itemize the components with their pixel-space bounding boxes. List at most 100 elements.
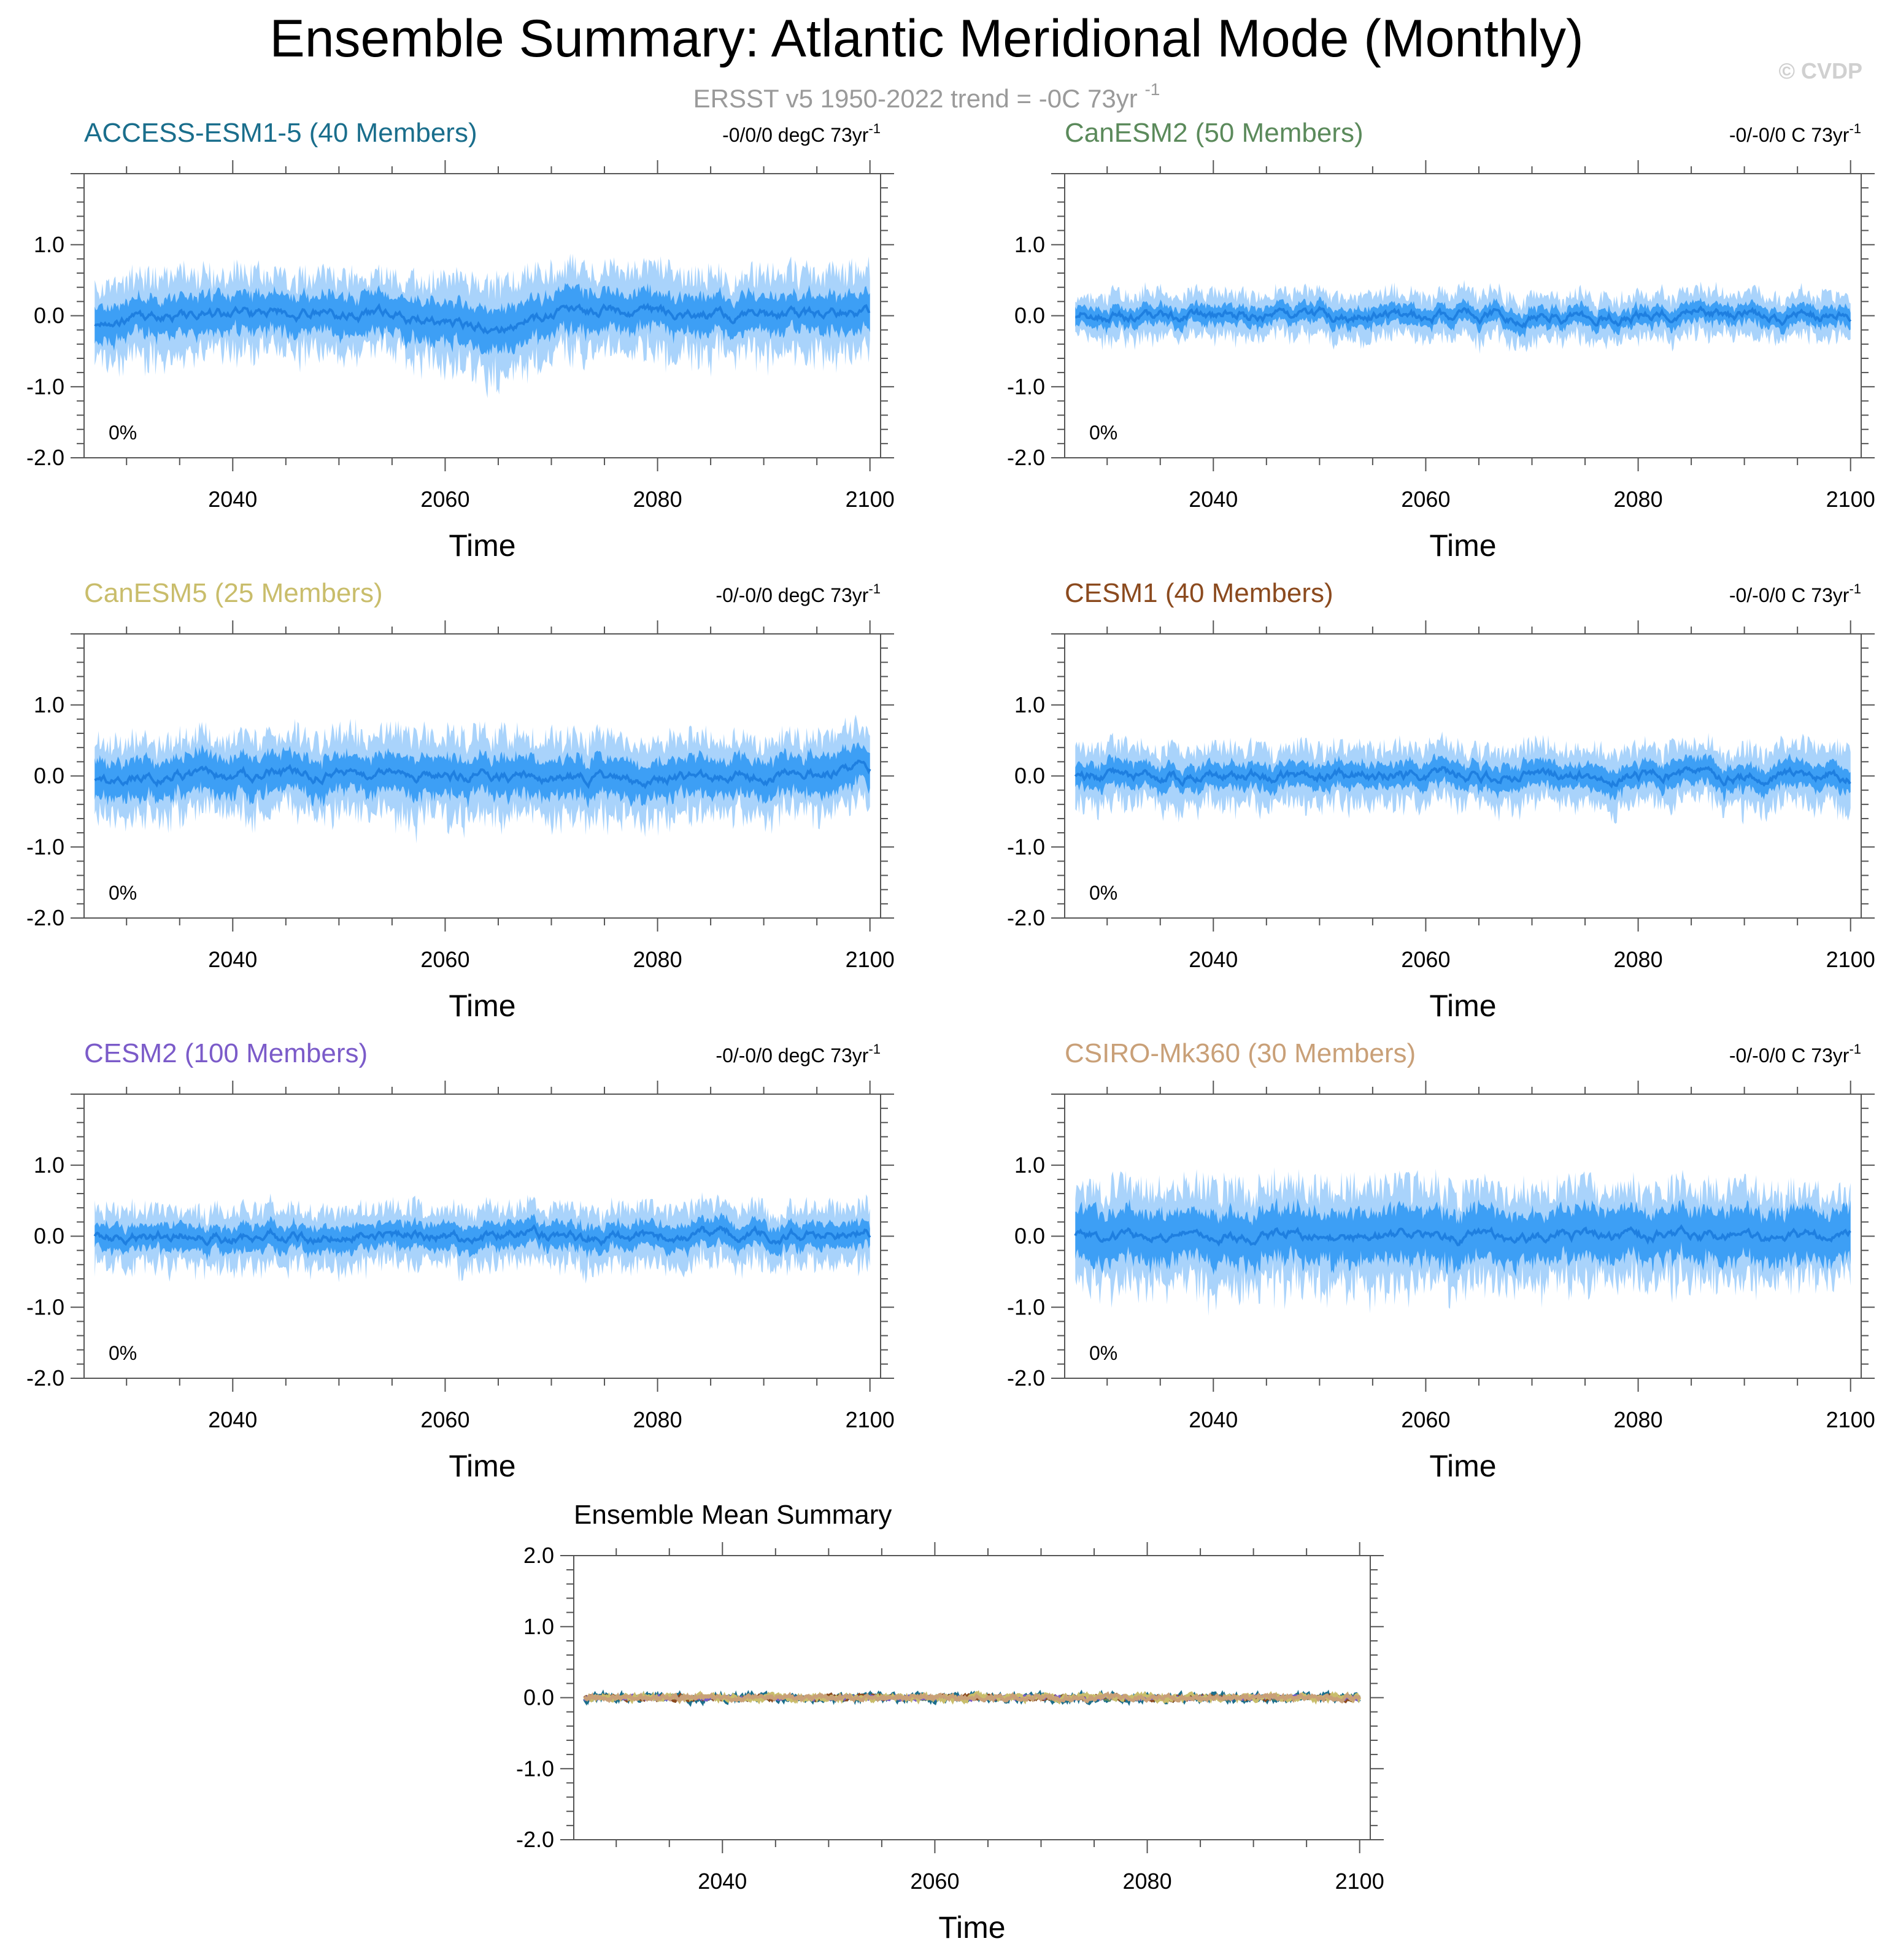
y-tick-label: -2.0	[1007, 905, 1045, 930]
x-tick-label: 2100	[1826, 487, 1875, 512]
x-axis-label: Time	[1429, 528, 1496, 563]
y-tick-label: -2.0	[1007, 1365, 1045, 1391]
y-tick-label: -1.0	[26, 834, 64, 859]
panel-2: 2040 2060 2080 2100 -2.0 -1.0 0.0 1.0 Time CanESM…	[1007, 118, 1875, 563]
y-tick-label: -1.0	[1007, 834, 1045, 859]
y-tick-label: -1.0	[1007, 1294, 1045, 1319]
y-tick-label: 0.0	[1014, 763, 1045, 789]
ensemble-mean-line	[1074, 1224, 1851, 1247]
mean-series-line-6	[583, 1691, 1361, 1704]
x-axis-label: Time	[1429, 1449, 1496, 1483]
panel-3: 2040 2060 2080 2100 -2.0 -1.0 0.0 1.0 Time CanESM…	[26, 578, 895, 1023]
ensemble-mean-line	[1074, 766, 1851, 789]
y-tick-label: 1.0	[1014, 1152, 1045, 1178]
trend-label-sup: -1	[868, 581, 881, 596]
ensemble-mean-line	[1075, 305, 1852, 329]
panel-1: 2040 2060 2080 2100 -2.0 -1.0 0.0 1.0 Time ACCESS…	[26, 118, 895, 563]
x-axis-label: Time	[449, 528, 515, 563]
trend-label-text: -0/0/0 degC 73yr	[722, 124, 869, 146]
percent-label: 0%	[1089, 882, 1117, 904]
y-tick-label: -2.0	[26, 1365, 64, 1391]
panel-title: CSIRO-Mk360 (30 Members)	[1065, 1038, 1416, 1068]
x-tick-label: 2080	[1123, 1869, 1172, 1894]
x-tick-label: 2100	[1826, 1407, 1875, 1432]
panel-title: CESM2 (100 Members)	[84, 1038, 368, 1068]
panel-5: 2040 2060 2080 2100 -2.0 -1.0 0.0 1.0 Time CESM2 …	[26, 1038, 895, 1483]
y-tick-label: 1.0	[1014, 232, 1045, 257]
trend-label-text: -0/-0/0 degC 73yr	[716, 584, 868, 606]
x-tick-label: 2040	[208, 487, 257, 512]
y-tick-label: 0.0	[34, 763, 64, 789]
y-tick-label: 0.0	[523, 1685, 554, 1710]
x-axis-label: Time	[449, 989, 515, 1023]
trend-label-sup: -1	[1849, 121, 1861, 136]
x-tick-label: 2100	[1335, 1869, 1384, 1894]
x-tick-label: 2100	[846, 1407, 895, 1432]
x-tick-label: 2040	[208, 1407, 257, 1432]
y-tick-label: 1.0	[523, 1614, 554, 1639]
y-tick-label: 1.0	[34, 232, 64, 257]
x-tick-label: 2080	[1614, 1407, 1663, 1432]
y-tick-label: -2.0	[26, 445, 64, 470]
y-tick-label: 1.0	[34, 1152, 64, 1178]
ensemble-mean-line	[94, 759, 871, 790]
inner-spread-band	[95, 283, 870, 356]
y-tick-label: 1.0	[1014, 692, 1045, 717]
inner-spread-band	[95, 742, 870, 809]
panel-title: CanESM2 (50 Members)	[1065, 118, 1364, 148]
panels-group: 2040 2060 2080 2100 -2.0 -1.0 0.0 1.0 Time ACCESS…	[26, 118, 1875, 1945]
x-tick-label: 2060	[420, 947, 469, 972]
panel-title: Ensemble Mean Summary	[574, 1500, 892, 1530]
y-tick-label: 0.0	[34, 1224, 64, 1249]
x-tick-label: 2060	[1401, 487, 1450, 512]
x-tick-label: 2080	[633, 1407, 682, 1432]
y-tick-label: -1.0	[26, 374, 64, 399]
y-tick-label: -2.0	[516, 1827, 554, 1852]
trend-label: -0/-0/0 C 73yr-1	[1729, 581, 1861, 606]
percent-label: 0%	[109, 422, 137, 444]
trend-label: -0/-0/0 C 73yr-1	[1729, 121, 1861, 146]
y-tick-label: 0.0	[34, 303, 64, 328]
x-tick-label: 2080	[1614, 947, 1663, 972]
x-tick-label: 2060	[910, 1869, 959, 1894]
panel-title: ACCESS-ESM1-5 (40 Members)	[84, 118, 477, 148]
trend-label-text: -0/-0/0 C 73yr	[1729, 584, 1850, 606]
trend-label-text: -0/-0/0 C 73yr	[1729, 1044, 1850, 1067]
trend-label-sup: -1	[1849, 581, 1861, 596]
percent-label: 0%	[109, 1342, 137, 1364]
panel-7: 2040 2060 2080 2100 -2.0 -1.0 0.0 1.0 2.0 Time Ens…	[516, 1500, 1384, 1945]
panel-4: 2040 2060 2080 2100 -2.0 -1.0 0.0 1.0 Time CESM1 …	[1007, 578, 1875, 1023]
y-tick-label: 2.0	[523, 1543, 554, 1568]
x-axis-label: Time	[449, 1449, 515, 1483]
x-tick-label: 2100	[846, 947, 895, 972]
y-tick-label: -2.0	[1007, 445, 1045, 470]
y-tick-label: -2.0	[26, 905, 64, 930]
x-axis-label: Time	[938, 1910, 1005, 1945]
trend-label: -0/-0/0 degC 73yr-1	[716, 1041, 881, 1067]
x-tick-label: 2100	[846, 487, 895, 512]
trend-label: -0/0/0 degC 73yr-1	[722, 121, 881, 146]
x-tick-label: 2040	[1189, 947, 1238, 972]
x-tick-label: 2060	[1401, 947, 1450, 972]
figure-subtitle-sup: -1	[1144, 80, 1160, 99]
trend-label-text: -0/-0/0 degC 73yr	[716, 1044, 868, 1067]
percent-label: 0%	[1089, 422, 1117, 444]
trend-label: -0/-0/0 degC 73yr-1	[716, 581, 881, 606]
x-tick-label: 2100	[1826, 947, 1875, 972]
inner-spread-band	[1075, 296, 1851, 339]
trend-label-sup: -1	[1849, 1041, 1861, 1057]
percent-label: 0%	[1089, 1342, 1117, 1364]
percent-label: 0%	[109, 882, 137, 904]
figure-subtitle: ERSST v5 1950-2022 trend = -0C 73yr -1	[693, 80, 1160, 113]
x-tick-label: 2060	[1401, 1407, 1450, 1432]
x-tick-label: 2060	[420, 1407, 469, 1432]
x-tick-label: 2080	[633, 487, 682, 512]
y-tick-label: -1.0	[1007, 374, 1045, 399]
trend-label-sup: -1	[868, 121, 881, 136]
ensemble-mean-line	[94, 302, 871, 335]
x-tick-label: 2040	[208, 947, 257, 972]
x-tick-label: 2040	[1189, 1407, 1238, 1432]
y-tick-label: -1.0	[516, 1756, 554, 1781]
trend-label: -0/-0/0 C 73yr-1	[1729, 1041, 1861, 1067]
